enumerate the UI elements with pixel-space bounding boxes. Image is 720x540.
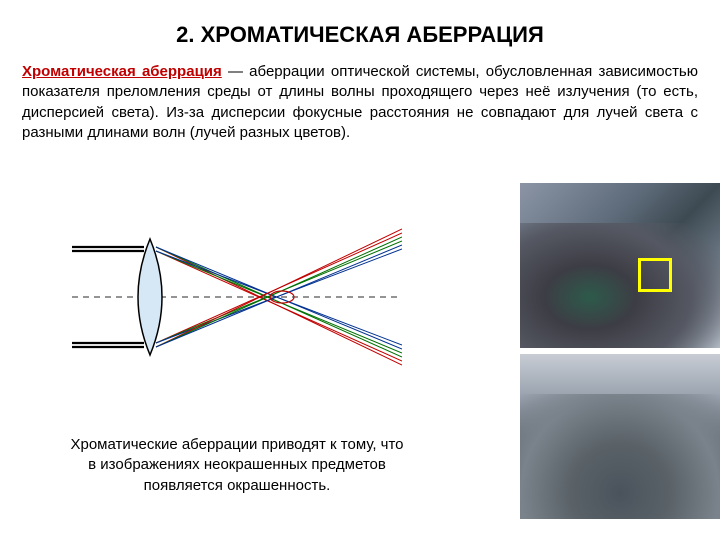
photo-bottom bbox=[520, 354, 720, 519]
photo-top bbox=[520, 183, 720, 348]
highlight-box-icon bbox=[638, 258, 672, 292]
diagram-caption: Хроматические аберрации приводят к тому,… bbox=[67, 435, 407, 496]
photo-column bbox=[520, 183, 720, 525]
slide-title: 2. ХРОМАТИЧЕСКАЯ АБЕРРАЦИЯ bbox=[0, 0, 720, 62]
content-row: Хроматические аберрации приводят к тому,… bbox=[22, 185, 720, 540]
definition-paragraph: Хроматическая аберрация — аберрации опти… bbox=[0, 62, 720, 143]
term-highlight: Хроматическая аберрация bbox=[22, 63, 222, 80]
lens-diagram bbox=[72, 217, 402, 377]
